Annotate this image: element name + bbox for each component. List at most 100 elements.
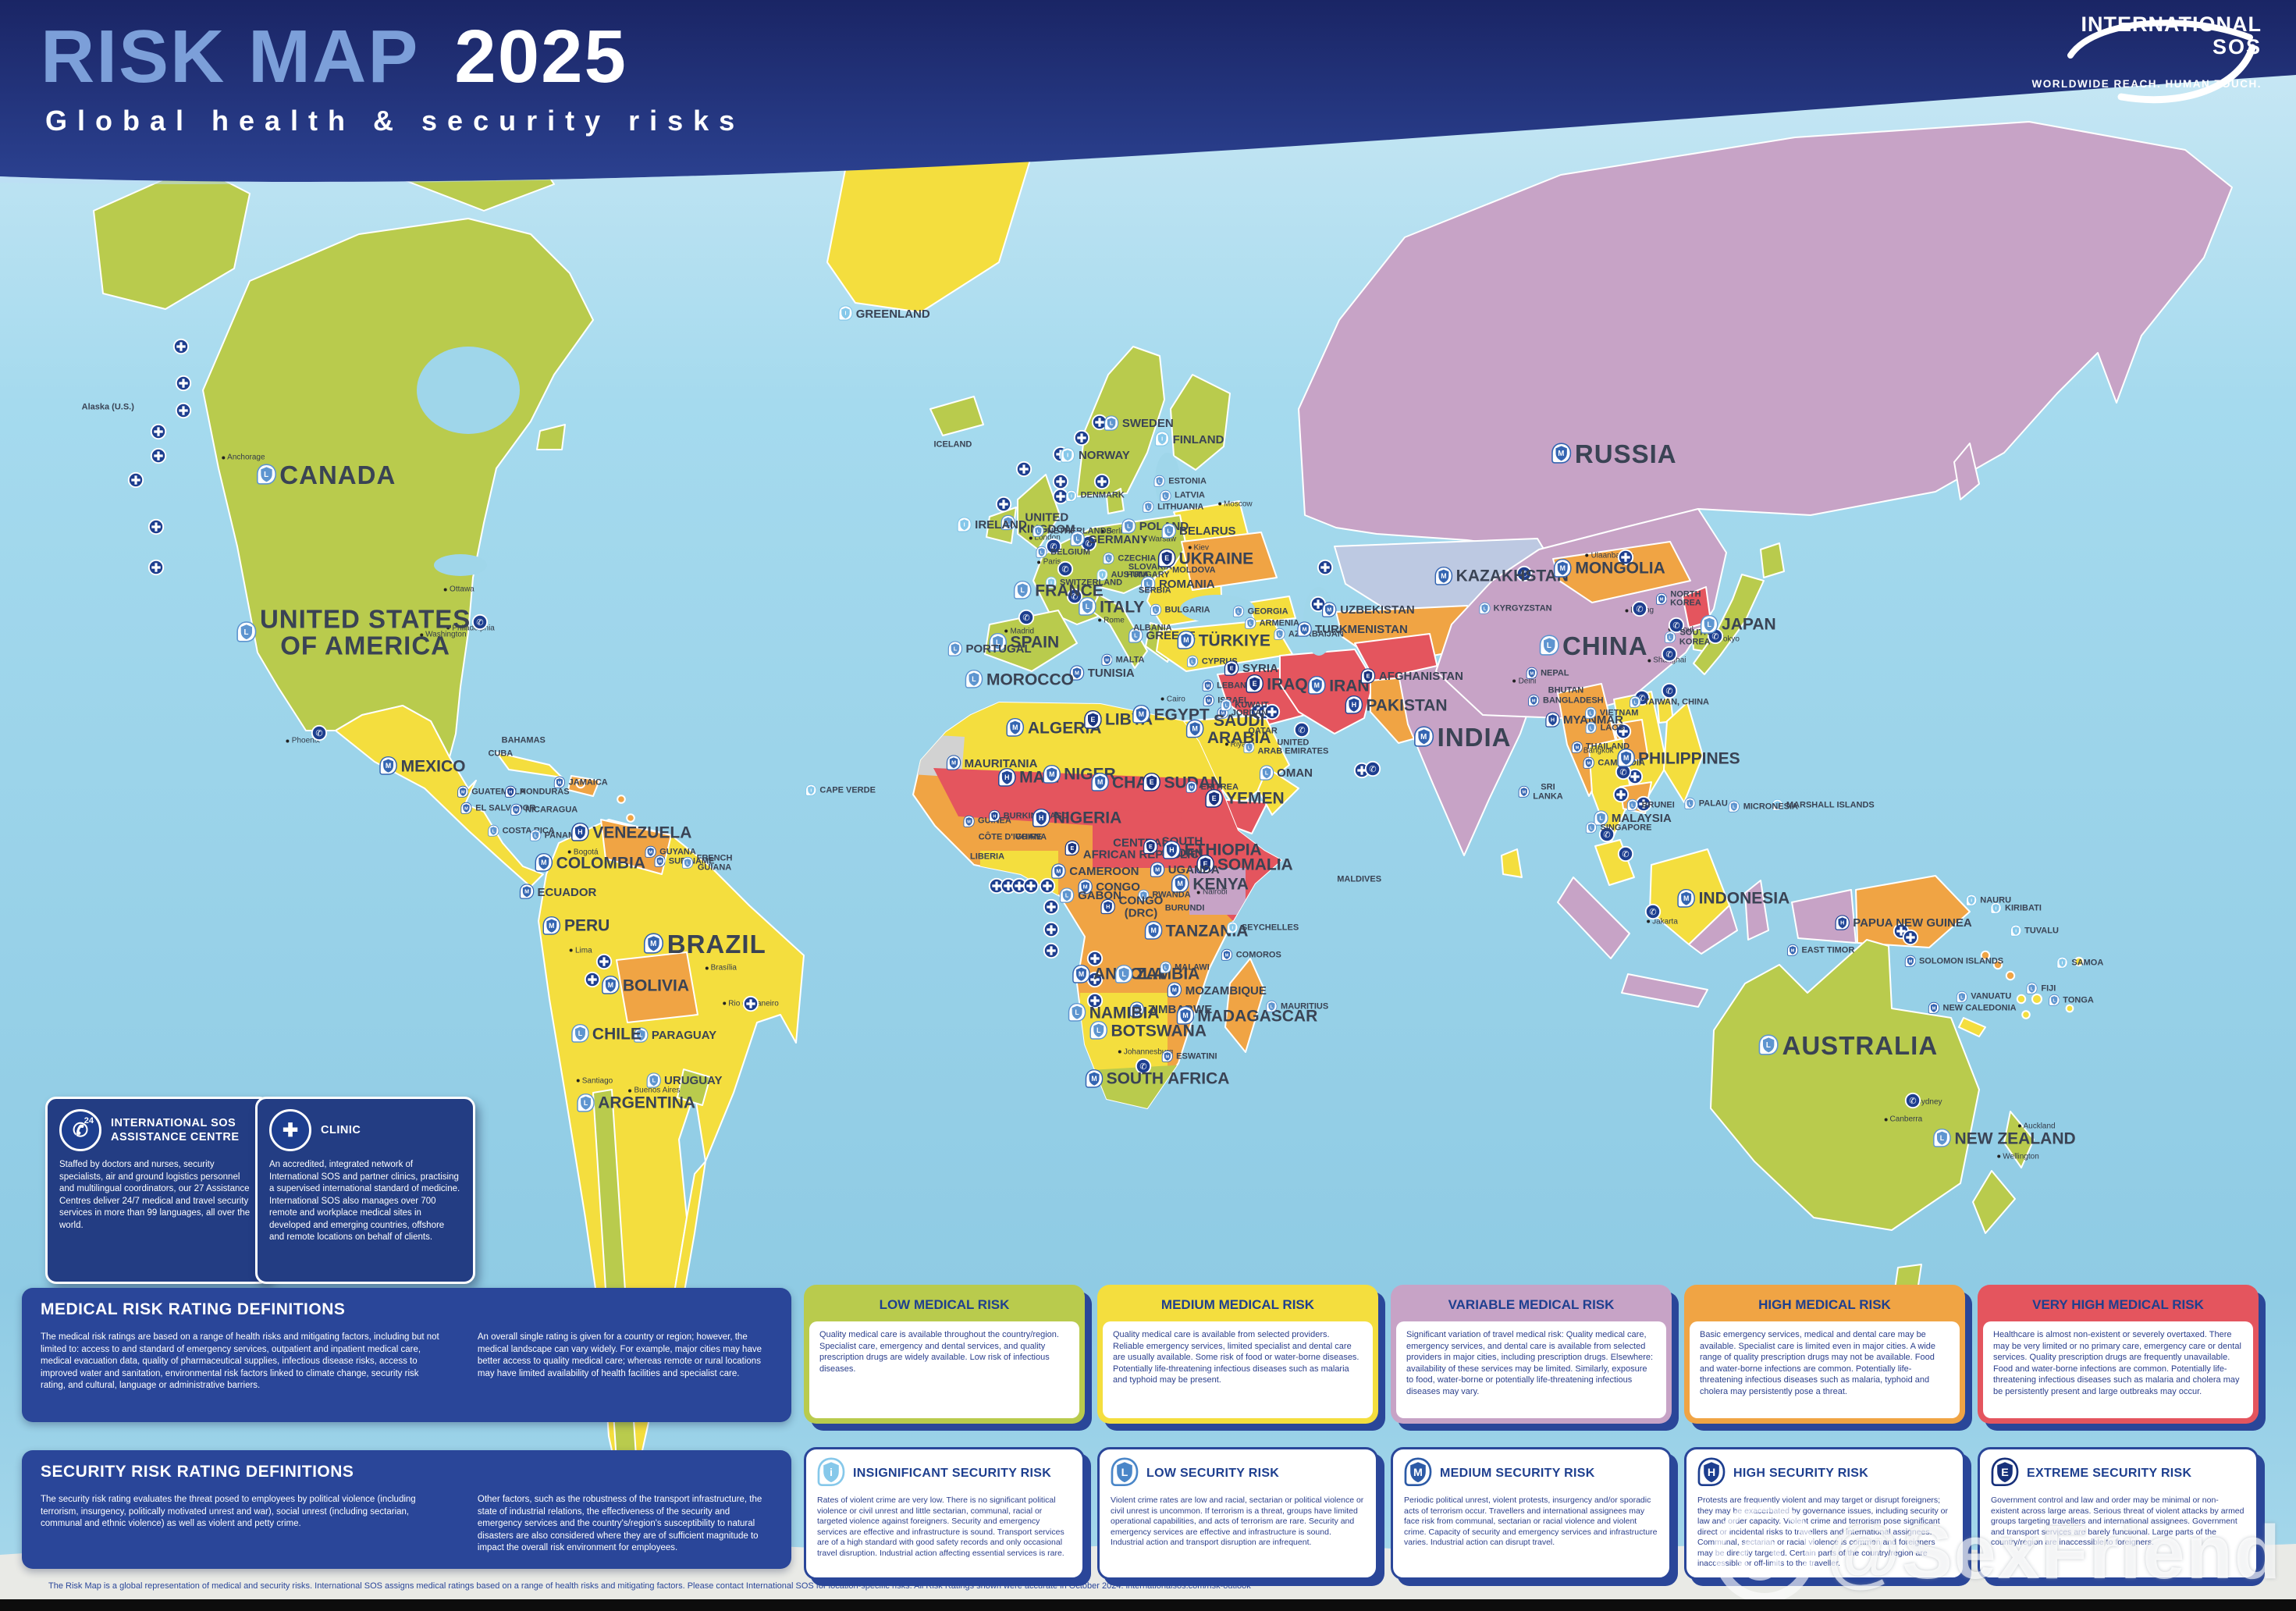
- country-label: M COLOMBIA: [535, 853, 645, 874]
- city-label: Wellington: [1997, 1152, 2039, 1161]
- country-label: H PAPUA NEW GUINEA: [1835, 915, 1972, 932]
- svg-text:L: L: [1147, 505, 1150, 510]
- country-name: JORDAN: [1231, 708, 1268, 718]
- country-name: MALTA: [1115, 655, 1145, 665]
- assistance-centre-title: INTERNATIONAL SOS ASSISTANCE CENTRE: [111, 1116, 240, 1143]
- country-label: M EAST TIMOR: [1786, 944, 1854, 957]
- security-badge-icon: M: [1006, 717, 1025, 737]
- security-badge-icon: L: [570, 1024, 589, 1043]
- country-label: L ITALY: [1079, 597, 1144, 618]
- country-label: H NIGERIA: [1032, 808, 1121, 829]
- clinic-icon: [176, 375, 192, 392]
- country-label: L ESTONIA: [1153, 475, 1207, 489]
- security-badge-icon: M: [1167, 982, 1182, 998]
- country-name: KAZAKHSTAN: [1455, 567, 1569, 585]
- country-label: M BOLIVIA: [601, 976, 689, 997]
- security-badge-icon: M: [1090, 773, 1109, 791]
- security-badge-icon: M: [1518, 786, 1530, 798]
- country-name: BAHAMAS: [501, 735, 546, 745]
- security-badge-icon: M: [457, 786, 468, 798]
- country-label: I SAMOA: [2056, 957, 2103, 970]
- clinic-icon: [1317, 559, 1333, 575]
- clinic-icon: [1353, 762, 1370, 778]
- svg-text:✆: ✆: [1909, 1097, 1916, 1106]
- security-badge-icon: M: [519, 884, 535, 900]
- country-name: NORWAY: [1078, 449, 1130, 463]
- security-badge-icon: H: [571, 823, 589, 841]
- security-badge-icon: L: [1161, 523, 1176, 539]
- clinic-icon: [1094, 473, 1111, 490]
- country-name: SERBIA: [1139, 585, 1171, 596]
- svg-text:M: M: [1575, 745, 1579, 750]
- country-label: L LAOS: [1586, 721, 1624, 734]
- clinic-icon: [176, 403, 192, 419]
- city-label: Berlin: [1101, 528, 1127, 536]
- security-badge-icon: I: [2010, 924, 2021, 937]
- country-label: L CANADA: [256, 461, 396, 489]
- city-label: Kiev: [1188, 543, 1208, 552]
- country-name: ISRAEL: [1217, 695, 1249, 706]
- clinic-icon: [127, 471, 144, 489]
- security-badge-icon: M: [1571, 741, 1583, 753]
- country-name: DENMARK: [1080, 490, 1125, 500]
- country-label: SLOVAKIA: [1128, 562, 1172, 571]
- country-label: L JAPAN: [1700, 614, 1776, 635]
- security-badge-icon: L: [1629, 695, 1641, 708]
- svg-text:H: H: [1551, 717, 1555, 723]
- country-name: NEW CALEDONIA: [1942, 1003, 2017, 1013]
- svg-text:M: M: [1327, 607, 1332, 613]
- svg-text:✆: ✆: [315, 729, 322, 738]
- country-name: IRAQ: [1267, 675, 1308, 694]
- svg-text:✆: ✆: [1711, 632, 1718, 642]
- country-label: BHUTAN: [1548, 686, 1584, 695]
- country-name: BRAZIL: [666, 929, 766, 958]
- city-label: Madrid: [1004, 628, 1034, 636]
- security-badge-icon: L: [1128, 628, 1143, 643]
- security-badge-icon: M: [1904, 955, 1916, 967]
- svg-text:M: M: [1075, 670, 1079, 676]
- security-risk-card-title: EXTREME SECURITY RISK: [2027, 1466, 2192, 1480]
- security-badge-icon: M: [1078, 879, 1093, 894]
- country-label: M SAUDI ARABIA: [1185, 713, 1271, 747]
- security-badge-icon: M: [1085, 1069, 1104, 1088]
- svg-text:L: L: [1633, 700, 1637, 705]
- security-badge-icon: I: [2056, 957, 2069, 969]
- security-badge-icon: L: [947, 641, 963, 656]
- city-label: Delhi: [1513, 677, 1537, 686]
- svg-text:✆: ✆: [1636, 605, 1643, 614]
- security-badge-icon: E: [1083, 709, 1102, 729]
- country-label: M COMOROS: [1221, 948, 1281, 962]
- security-badge-icon: M: [645, 845, 656, 858]
- svg-text:L: L: [535, 834, 538, 838]
- svg-text:✆: ✆: [1622, 850, 1629, 859]
- country-name: MOLDOVA: [1172, 564, 1216, 574]
- country-label: L CYPRUS: [1187, 656, 1238, 669]
- security-badge-icon: L: [646, 1072, 661, 1088]
- security-level-shield-icon: H: [1697, 1457, 1726, 1489]
- svg-text:M: M: [1441, 572, 1446, 580]
- clinic-title: CLINIC: [321, 1123, 361, 1136]
- country-label: M INDONESIA: [1677, 888, 1790, 909]
- country-label: LIBERIA: [970, 852, 1004, 861]
- medical-risk-card: MEDIUM MEDICAL RISK Quality medical care …: [1097, 1285, 1378, 1424]
- assistance-centre-icon: ✆: [1645, 904, 1662, 920]
- city-label: Lima: [570, 946, 592, 955]
- country-name: RUSSIA: [1574, 439, 1677, 468]
- svg-text:L: L: [996, 638, 1001, 646]
- city-label: Philadelphia: [446, 624, 495, 632]
- svg-text:M: M: [1413, 1467, 1423, 1479]
- security-badge-icon: M: [1171, 874, 1189, 893]
- country-name: KENYA: [1192, 875, 1249, 894]
- security-badge-icon: L: [1233, 606, 1245, 618]
- security-badge-icon: L: [1758, 1034, 1779, 1055]
- svg-text:M: M: [1172, 987, 1177, 994]
- country-name: UGANDA: [1168, 862, 1220, 877]
- security-badge-icon: L: [530, 829, 542, 841]
- country-label: H VENEZUELA: [571, 823, 691, 844]
- clinic-icon: [1043, 898, 1060, 916]
- country-name: TUNISIA: [1087, 666, 1135, 680]
- country-name: GABON: [1078, 888, 1121, 902]
- security-badge-icon: M: [1072, 964, 1090, 983]
- country-name: ROMANIA: [1158, 578, 1215, 592]
- security-badge-icon: M: [1677, 888, 1696, 908]
